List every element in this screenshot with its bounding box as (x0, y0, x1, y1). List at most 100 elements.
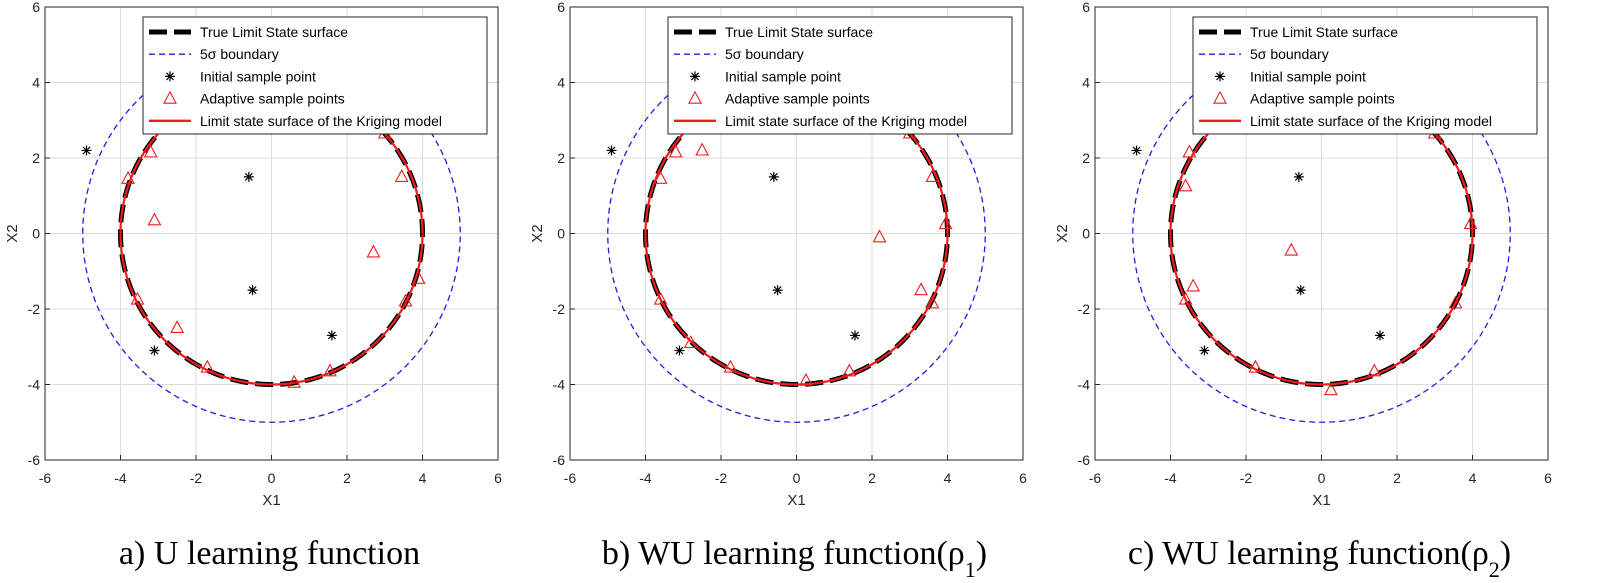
adaptive-sample-point (842, 363, 857, 377)
y-axis-label: X2 (4, 224, 21, 242)
legend-entry-label: True Limit State surface (1250, 24, 1398, 40)
legend: True Limit State surface 5σ boundary Initi… (1192, 16, 1538, 135)
legend-box (1192, 16, 1538, 135)
adaptive-sample-point (653, 170, 668, 184)
legend-swatch-adaptive (163, 90, 177, 104)
y-tick-label: -6 (553, 452, 566, 468)
adaptive-sample-point (287, 374, 302, 388)
initial-sample-point (326, 330, 337, 341)
adaptive-sample-point (1448, 295, 1463, 309)
legend-entry-label: Limit state surface of the Kriging model (1250, 113, 1492, 129)
y-tick-label: -2 (28, 301, 41, 317)
legend-swatch-initial (690, 71, 700, 82)
initial-sample-point (1375, 330, 1386, 341)
adaptive-sample-point (683, 335, 698, 349)
legend-entry-label: 5σ boundary (1250, 46, 1329, 62)
x-tick-label: 6 (1019, 470, 1027, 486)
caption-main: c) WU learning function(ρ (1128, 535, 1489, 572)
boundary-5sigma-curve (1132, 87, 1511, 423)
y-tick-label: -6 (1078, 452, 1091, 468)
initial-sample-point (606, 145, 617, 156)
y-tick-label: 2 (1082, 150, 1090, 166)
legend: True Limit State surface 5σ boundary Initi… (667, 16, 1013, 135)
kriging-limit-state-curve (1169, 128, 1474, 386)
plot-content (1131, 87, 1511, 423)
x-tick-label: 0 (268, 470, 276, 486)
adaptive-sample-point (323, 363, 337, 377)
adaptive-sample-point (1182, 144, 1197, 158)
legend-entry-label: 5σ boundary (200, 46, 279, 62)
initial-sample-point (772, 285, 783, 296)
legend-entry-label: Initial sample point (1250, 68, 1366, 84)
panel-caption: a) U learning function (119, 535, 420, 572)
x-axis-label: X1 (1312, 492, 1330, 509)
y-tick-label: 4 (32, 75, 40, 91)
x-tick-label: 2 (868, 470, 876, 486)
caption-subscript: 2 (1489, 557, 1500, 582)
adaptive-sample-point (799, 372, 813, 386)
x-axis-label: X1 (262, 492, 280, 509)
x-tick-label: -4 (1164, 470, 1177, 486)
y-axis-label: X2 (529, 224, 546, 242)
initial-sample-point (768, 171, 779, 182)
adaptive-sample-point (200, 359, 215, 373)
legend-swatch-initial (1215, 71, 1225, 82)
y-tick-label: 0 (557, 226, 565, 242)
adaptive-sample-point (1463, 216, 1478, 230)
y-tick-label: 6 (32, 0, 40, 15)
x-tick-label: 4 (419, 470, 427, 486)
adaptive-sample-point (914, 282, 928, 296)
x-tick-label: -2 (190, 470, 203, 486)
adaptive-sample-point (147, 212, 162, 226)
initial-sample-point (674, 345, 685, 356)
x-tick-label: -2 (715, 470, 728, 486)
y-tick-label: 4 (1082, 75, 1090, 91)
legend-entry-label: True Limit State surface (725, 24, 873, 40)
boundary-5sigma-curve (82, 87, 461, 423)
y-tick-label: -6 (28, 452, 41, 468)
caption-tail: ) (1500, 535, 1511, 572)
legend-swatch-initial (165, 71, 175, 82)
panel-caption: c) WU learning function(ρ2) (1128, 535, 1511, 582)
adaptive-sample-point (925, 169, 940, 182)
adaptive-sample-point (143, 144, 158, 158)
x-tick-label: -6 (39, 470, 52, 486)
x-tick-label: 2 (343, 470, 351, 486)
legend-box (142, 16, 488, 135)
adaptive-sample-point (1367, 363, 1382, 377)
adaptive-sample-point (1178, 178, 1193, 192)
y-tick-label: 2 (32, 150, 40, 166)
initial-sample-point (1199, 345, 1210, 356)
y-tick-label: 2 (557, 150, 565, 166)
adaptive-sample-point (411, 270, 426, 284)
legend-entry-label: Adaptive sample points (1250, 91, 1395, 107)
x-axis-label: X1 (787, 492, 805, 509)
y-tick-label: -4 (1078, 377, 1091, 393)
x-tick-label: 2 (1393, 470, 1401, 486)
legend: True Limit State surface 5σ boundary Initi… (142, 16, 488, 135)
y-tick-label: 0 (32, 226, 40, 242)
x-tick-label: -2 (1240, 470, 1253, 486)
adaptive-sample-point (668, 144, 683, 158)
kriging-limit-state-curve (644, 128, 949, 386)
y-tick-label: 4 (557, 75, 565, 91)
x-tick-label: 0 (793, 470, 801, 486)
initial-sample-point (1295, 285, 1306, 296)
chart-panel-3: -6 -4 -2 0 2 4 6 -6 -4 -2 0 2 4 6 X1 X2 True Limit State… (1054, 0, 1552, 582)
adaptive-sample-point (872, 229, 887, 243)
adaptive-sample-point (170, 320, 185, 333)
caption-main: b) WU learning function(ρ (602, 535, 965, 572)
initial-sample-point (81, 145, 92, 156)
y-axis-label: X2 (1054, 224, 1071, 242)
y-tick-label: -2 (553, 301, 566, 317)
adaptive-sample-point (130, 291, 145, 305)
chart-panel-1: -6 -4 -2 0 2 4 6 -6 -4 -2 0 2 4 6 X1 X2 True Limit State… (4, 0, 502, 572)
adaptive-sample-point (121, 170, 135, 184)
panel-caption: b) WU learning function(ρ1) (602, 535, 987, 582)
legend-entry-label: Limit state surface of the Kriging model (725, 113, 967, 129)
adaptive-sample-point (1186, 278, 1201, 292)
y-tick-label: 6 (557, 0, 565, 15)
caption-tail: ) (976, 535, 987, 572)
adaptive-sample-point (1284, 242, 1299, 256)
